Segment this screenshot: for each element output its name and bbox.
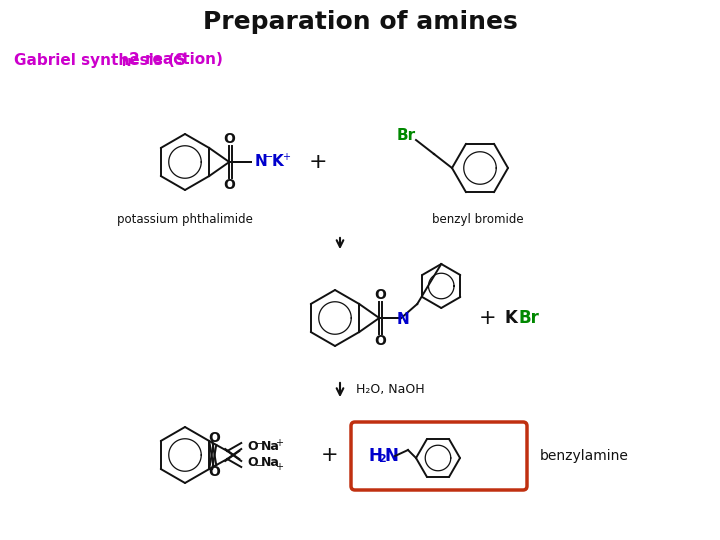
Text: +: + [309, 152, 328, 172]
Text: Br: Br [518, 309, 539, 327]
Text: Br: Br [397, 127, 415, 143]
Text: 2 reaction): 2 reaction) [129, 52, 223, 68]
Text: Preparation of amines: Preparation of amines [202, 10, 518, 34]
Text: K: K [504, 309, 517, 327]
Text: O: O [223, 132, 235, 146]
Text: O: O [374, 288, 386, 302]
Text: −: − [264, 152, 274, 162]
Text: O: O [223, 178, 235, 192]
Text: O: O [374, 334, 386, 348]
Text: benzylamine: benzylamine [540, 449, 629, 463]
Text: N: N [385, 447, 399, 465]
Text: O: O [247, 441, 258, 454]
FancyBboxPatch shape [351, 422, 527, 490]
Text: +: + [480, 308, 497, 328]
Text: +: + [275, 462, 283, 472]
Text: H₂O, NaOH: H₂O, NaOH [356, 383, 425, 396]
Text: O: O [247, 456, 258, 469]
Text: Na: Na [261, 441, 280, 454]
Text: H: H [368, 447, 382, 465]
Text: +: + [275, 438, 283, 448]
Text: O: O [208, 431, 220, 445]
Text: −: − [256, 439, 264, 449]
Text: potassium phthalimide: potassium phthalimide [117, 213, 253, 226]
Text: benzyl bromide: benzyl bromide [432, 213, 524, 226]
Text: −: − [256, 461, 264, 471]
Text: +: + [282, 152, 290, 162]
Text: Na: Na [261, 456, 280, 469]
Text: K: K [271, 154, 283, 170]
Text: N: N [397, 312, 410, 327]
Text: 2: 2 [378, 454, 386, 464]
Text: N: N [122, 58, 131, 68]
Text: +: + [321, 445, 339, 465]
Text: Gabriel synthesis (S: Gabriel synthesis (S [14, 52, 186, 68]
Text: N: N [254, 154, 267, 170]
Text: O: O [208, 465, 220, 479]
